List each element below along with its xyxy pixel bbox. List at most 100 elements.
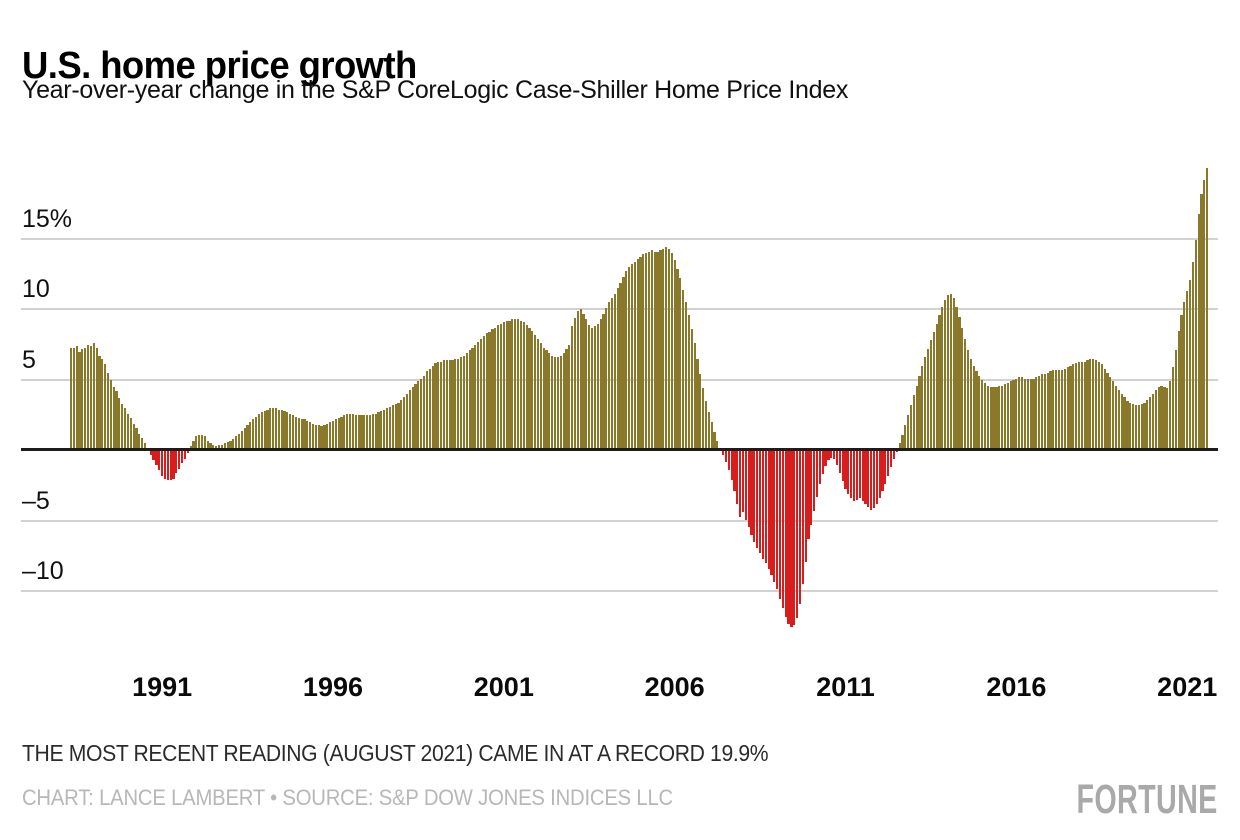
bar <box>727 449 730 471</box>
bar <box>932 332 935 449</box>
bar <box>889 449 893 468</box>
bar <box>1075 363 1078 449</box>
bar <box>582 313 585 449</box>
bar <box>536 339 540 449</box>
bar <box>907 415 910 449</box>
bar <box>1132 403 1135 449</box>
x-axis-tick-label: 2016 <box>986 672 1047 702</box>
bar <box>320 426 323 449</box>
bar <box>573 317 577 449</box>
bar <box>565 348 568 449</box>
bar <box>309 422 312 449</box>
bar <box>955 306 958 449</box>
bar <box>180 449 184 464</box>
bar <box>830 449 833 458</box>
bar <box>562 353 565 449</box>
chart-credit-source: CHART: LANCE LAMBERT • SOURCE: S&P DOW J… <box>22 785 674 810</box>
bar <box>212 444 215 449</box>
bar <box>713 432 716 449</box>
bar <box>1183 302 1186 449</box>
bar <box>354 415 357 449</box>
bar <box>1092 358 1095 449</box>
bar <box>682 289 685 449</box>
bar <box>1157 387 1160 449</box>
y-axis-tick-label: –5 <box>22 486 50 515</box>
bar <box>630 264 634 449</box>
bar <box>229 440 232 449</box>
bar <box>343 415 346 449</box>
bar <box>941 306 944 449</box>
bar <box>1140 403 1143 449</box>
bar <box>793 449 796 626</box>
bar <box>1171 367 1175 449</box>
bar <box>1049 371 1052 449</box>
bar <box>479 339 483 449</box>
bar <box>1103 368 1106 449</box>
bar <box>858 449 861 499</box>
bar <box>710 422 713 449</box>
bar <box>602 313 605 449</box>
bar <box>870 449 873 510</box>
bar <box>673 260 676 449</box>
bar <box>650 250 653 449</box>
bar <box>656 251 659 449</box>
bar <box>366 415 369 449</box>
bar <box>929 340 933 449</box>
bar <box>329 422 332 449</box>
bar <box>428 368 431 449</box>
bar <box>804 449 807 562</box>
bar <box>568 344 571 449</box>
bar <box>246 425 249 449</box>
bar <box>699 374 702 449</box>
bar <box>721 449 725 455</box>
bar <box>590 327 594 449</box>
bar <box>921 365 924 449</box>
bar <box>252 419 255 449</box>
bar <box>326 423 329 449</box>
bar <box>613 293 616 449</box>
bar <box>249 422 252 449</box>
bar <box>813 449 816 511</box>
bar <box>403 396 406 449</box>
bar <box>1052 370 1055 449</box>
bar <box>209 443 212 449</box>
bar <box>297 418 300 449</box>
bar <box>821 449 824 475</box>
bar <box>1112 381 1115 449</box>
bar <box>756 449 759 548</box>
bar <box>266 409 269 449</box>
bar <box>195 436 198 449</box>
bar <box>371 413 374 450</box>
bar <box>784 449 787 617</box>
bar <box>118 398 121 449</box>
bar <box>773 449 776 582</box>
bar <box>616 288 619 449</box>
bar <box>944 299 947 449</box>
bar <box>864 449 867 504</box>
bar <box>260 412 263 449</box>
bar <box>935 323 938 449</box>
bar <box>579 309 582 449</box>
bar <box>553 357 557 449</box>
bar <box>348 413 352 450</box>
bar <box>867 449 870 507</box>
bar <box>645 253 648 449</box>
bar <box>274 408 278 449</box>
gridline <box>21 519 1218 522</box>
bar <box>665 247 668 449</box>
bar <box>622 277 625 449</box>
bar <box>457 358 460 449</box>
bar <box>400 399 403 449</box>
bar <box>995 387 998 449</box>
bar <box>1123 396 1126 449</box>
bar <box>75 346 78 449</box>
bar <box>1043 374 1046 449</box>
bar <box>488 332 491 449</box>
bar <box>468 350 471 449</box>
bar <box>707 412 710 449</box>
bar <box>200 434 204 449</box>
bar <box>1026 378 1029 449</box>
bar <box>95 347 98 449</box>
bar <box>642 254 645 449</box>
bar <box>1095 360 1098 449</box>
